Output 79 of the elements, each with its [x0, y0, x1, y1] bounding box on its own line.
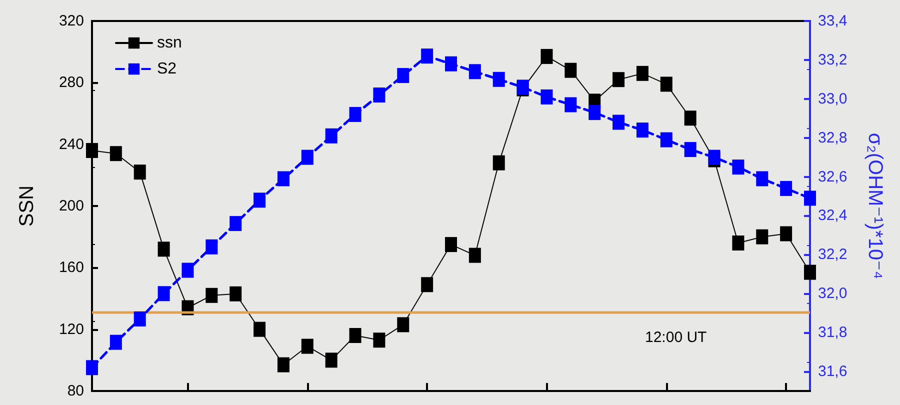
- point: [540, 48, 553, 64]
- y2-tick-label: 33,4: [818, 12, 848, 30]
- point: [445, 237, 457, 252]
- point: [780, 226, 792, 242]
- point: [86, 360, 98, 376]
- point: [492, 72, 505, 87]
- y2-tick-label: 32,0: [818, 285, 848, 302]
- y-tick-label: 200: [58, 198, 84, 214]
- point: [277, 171, 290, 186]
- point: [301, 338, 314, 354]
- annotation: 12:00 UT: [645, 329, 707, 346]
- point: [254, 192, 266, 208]
- point: [206, 288, 218, 303]
- point: [349, 328, 362, 343]
- point: [732, 160, 744, 175]
- point: [636, 122, 648, 138]
- point: [110, 334, 122, 350]
- point: [564, 62, 577, 78]
- y-tick-label: 240: [58, 136, 84, 153]
- point: [612, 114, 625, 130]
- y-axis-title: SSN: [16, 185, 38, 227]
- point: [373, 332, 386, 348]
- y2-tick-label: 32,8: [818, 129, 848, 146]
- point: [756, 229, 768, 244]
- y-tick-label: 120: [58, 320, 84, 338]
- point: [325, 128, 338, 144]
- point: [110, 146, 122, 162]
- point: [756, 171, 768, 186]
- point: [301, 150, 314, 165]
- point: [445, 56, 457, 72]
- point: [804, 190, 816, 206]
- point: [660, 76, 672, 92]
- point: [182, 262, 194, 278]
- legend-label: ssn: [157, 34, 182, 52]
- y2-tick-label: 33,0: [818, 90, 848, 108]
- point: [421, 277, 434, 292]
- point: [732, 236, 744, 250]
- point: [492, 155, 505, 170]
- y2-tick-label: 32,2: [818, 246, 848, 264]
- point: [612, 72, 625, 88]
- point: [158, 286, 170, 302]
- y-tick-label: 80: [67, 382, 84, 400]
- point: [588, 105, 601, 120]
- point: [206, 239, 218, 254]
- y2-tick-label: 32,4: [818, 207, 848, 224]
- y2-tick-label: 32,6: [818, 168, 848, 186]
- point: [277, 357, 290, 372]
- point: [660, 132, 672, 148]
- point: [468, 64, 481, 80]
- point: [780, 180, 792, 196]
- point: [397, 317, 410, 332]
- point: [540, 89, 553, 104]
- legend-label: S2: [157, 60, 177, 78]
- point: [134, 311, 146, 326]
- point: [684, 110, 696, 126]
- point: [349, 106, 362, 122]
- point: [468, 248, 481, 263]
- point: [421, 48, 434, 64]
- point: [134, 164, 146, 180]
- point: [708, 150, 720, 165]
- point: [636, 66, 648, 81]
- y-tick-label: 160: [58, 259, 84, 276]
- point: [804, 264, 816, 280]
- point: [684, 142, 696, 158]
- point: [373, 88, 386, 102]
- point: [158, 242, 170, 257]
- point: [230, 286, 242, 302]
- point: [397, 68, 410, 84]
- y2-tick-label: 33,2: [818, 51, 848, 68]
- point: [230, 216, 242, 232]
- y2-tick-label: 31,8: [818, 324, 848, 342]
- point: [564, 97, 577, 112]
- y2-axis-title: σ₂(OHM⁻¹)*10⁻⁴: [864, 132, 886, 280]
- point: [254, 322, 266, 337]
- y-tick-label: 320: [58, 12, 84, 30]
- y-tick-label: 280: [58, 74, 84, 92]
- point: [86, 143, 98, 158]
- point: [325, 352, 338, 368]
- y2-tick-label: 31,6: [818, 363, 848, 380]
